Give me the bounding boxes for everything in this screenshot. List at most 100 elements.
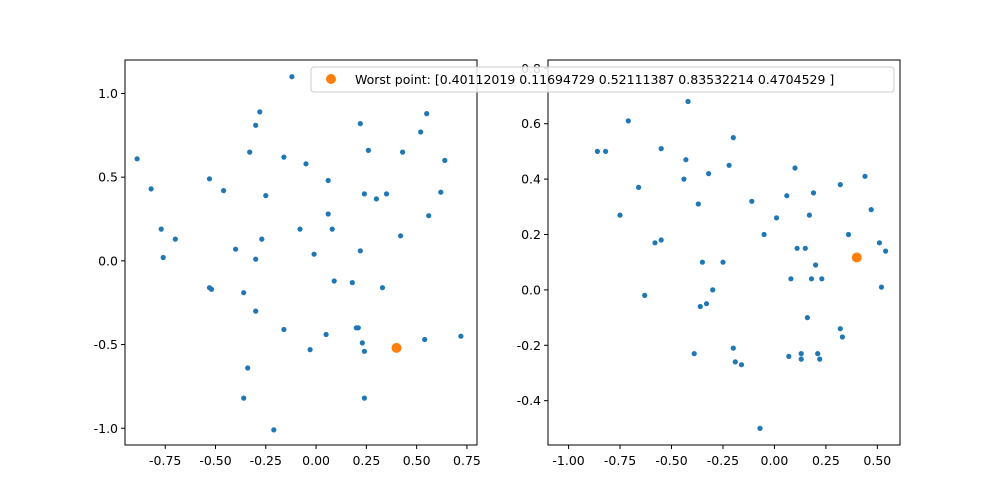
- y-tick-label: -0.2: [517, 338, 541, 353]
- y-tick-label: 0.0: [521, 282, 541, 297]
- data-point: [617, 212, 623, 218]
- data-point: [281, 326, 287, 333]
- data-point: [233, 246, 239, 252]
- data-point: [245, 365, 251, 371]
- data-point: [172, 236, 178, 242]
- data-point: [683, 157, 689, 163]
- data-point: [636, 184, 642, 190]
- legend-worst-point-label: Worst point: [0.40112019 0.11694729 0.52…: [355, 72, 834, 87]
- data-point: [839, 334, 846, 340]
- x-tick-label: -1.00: [552, 453, 584, 468]
- data-point: [788, 276, 794, 282]
- data-point: [837, 326, 843, 332]
- data-point: [773, 215, 780, 221]
- data-point: [738, 362, 745, 368]
- x-tick-label: 0.50: [863, 453, 891, 468]
- x-tick-label: 0.75: [453, 453, 481, 468]
- data-point: [289, 74, 295, 80]
- data-point: [241, 395, 247, 401]
- legend-frame: [310, 66, 895, 93]
- data-point: [158, 226, 164, 232]
- x-tick-label: -0.25: [250, 453, 282, 468]
- x-tick-label: 0.50: [403, 453, 431, 468]
- data-point: [806, 212, 813, 218]
- data-point: [819, 276, 825, 282]
- data-point: [794, 245, 800, 251]
- data-point: [241, 290, 247, 296]
- y-tick-label: 0.2: [521, 227, 541, 242]
- data-point: [730, 345, 736, 351]
- data-point: [221, 188, 227, 194]
- data-point: [603, 148, 609, 154]
- axes-frame: [124, 59, 478, 446]
- data-point: [424, 111, 430, 117]
- data-point: [134, 156, 140, 162]
- y-tick-label: 0.0: [98, 253, 118, 268]
- right-scatter-panel: -1.00 -0.75 -0.50 -0.25 0.00 0.25 0.50 -0.4 -0.2…: [517, 59, 901, 468]
- legend: Worst point: [0.40112019 0.11694729 0.52…: [310, 66, 895, 93]
- data-point: [349, 280, 355, 286]
- x-tick-label: -0.75: [149, 453, 181, 468]
- data-point: [259, 236, 265, 242]
- data-point: [398, 233, 404, 239]
- y-tick-label: 0.5: [98, 170, 118, 185]
- data-point: [253, 256, 259, 262]
- data-point: [438, 189, 444, 195]
- y-tick-label: 1.0: [98, 86, 118, 101]
- data-point: [253, 308, 259, 314]
- data-point: [361, 348, 367, 354]
- data-point: [726, 162, 732, 168]
- data-point: [325, 211, 331, 217]
- data-point: [697, 303, 703, 310]
- data-point: [206, 176, 213, 182]
- data-point: [837, 182, 843, 188]
- x-tick-label: 0.25: [352, 453, 380, 468]
- data-point: [798, 351, 804, 357]
- data-point: [845, 231, 852, 238]
- data-point: [691, 351, 697, 357]
- data-point: [815, 351, 821, 357]
- data-point: [876, 240, 883, 246]
- x-tick-label: -0.50: [199, 453, 231, 468]
- data-point: [418, 129, 424, 135]
- data-point: [730, 135, 736, 141]
- data-point: [263, 193, 269, 199]
- data-point: [761, 231, 767, 238]
- data-point: [710, 287, 716, 293]
- data-point: [757, 425, 763, 431]
- data-point: [373, 196, 379, 202]
- x-tick-label: -0.75: [604, 453, 636, 468]
- data-point: [594, 148, 601, 154]
- data-point: [658, 237, 664, 243]
- axes-frame: [547, 59, 901, 446]
- data-point: [247, 149, 253, 155]
- data-point: [323, 331, 329, 338]
- worst-point-marker: [391, 342, 402, 353]
- data-point: [303, 161, 309, 167]
- data-point: [658, 146, 664, 152]
- data-point: [808, 276, 815, 282]
- x-tick-label: -0.25: [707, 453, 739, 468]
- data-point: [878, 284, 885, 290]
- data-point: [681, 176, 687, 182]
- data-point: [325, 177, 331, 184]
- data-point: [652, 240, 658, 246]
- data-point: [400, 149, 406, 155]
- data-point: [442, 157, 448, 163]
- y-tick-label: -0.4: [517, 393, 541, 408]
- data-point: [359, 340, 365, 346]
- x-tick-label: 0.25: [812, 453, 840, 468]
- x-tick-label: 0.00: [302, 453, 330, 468]
- legend-worst-point-marker: [326, 74, 336, 84]
- data-point: [817, 356, 823, 362]
- worst-point-marker: [851, 252, 862, 263]
- data-point: [311, 251, 317, 257]
- data-point: [813, 262, 819, 268]
- data-point: [458, 333, 464, 339]
- data-point: [732, 359, 738, 365]
- data-point: [379, 285, 386, 291]
- data-point: [703, 301, 710, 307]
- data-point: [383, 191, 390, 197]
- data-point: [706, 171, 712, 177]
